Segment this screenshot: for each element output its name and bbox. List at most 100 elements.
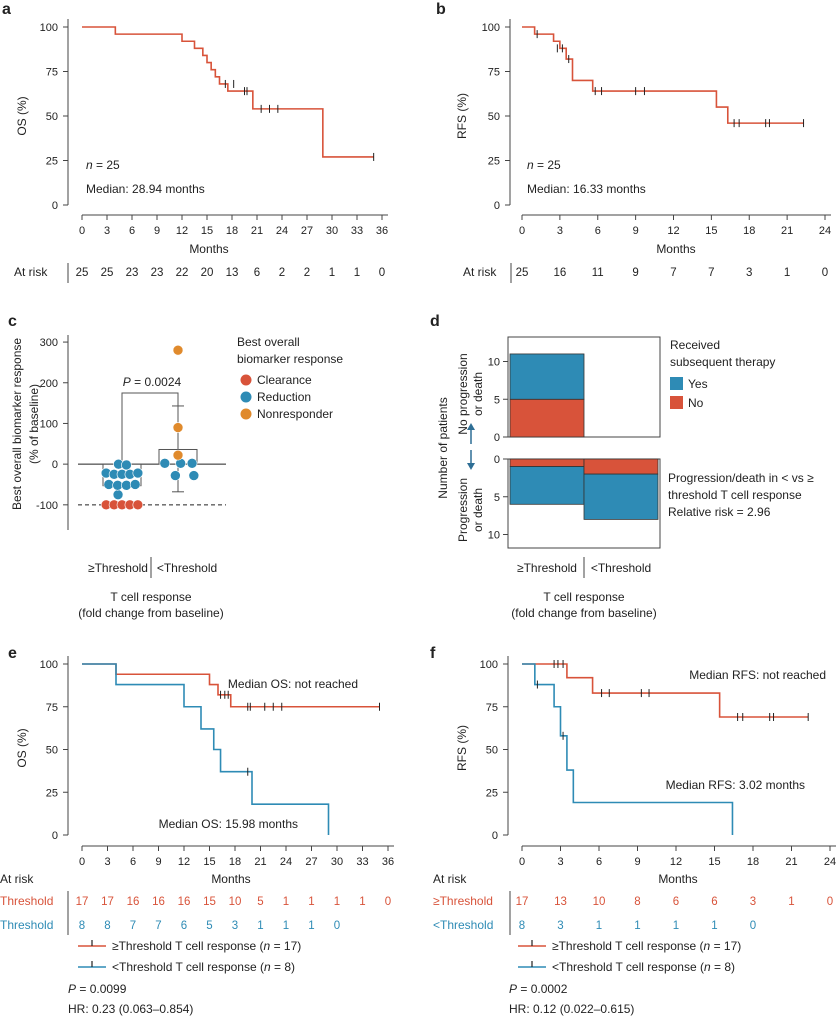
legend-title-d-line1: Received xyxy=(670,338,720,352)
at-risk-value-a: 25 xyxy=(76,267,89,279)
data-point-reduction xyxy=(188,470,200,481)
x-tick-label: 24 xyxy=(280,856,292,868)
data-point-reduction xyxy=(121,479,132,491)
y-axis-title-b: RFS (%) xyxy=(455,93,469,139)
x-tick-label: 12 xyxy=(667,225,679,237)
legend-label-no: No xyxy=(688,396,704,410)
at-risk-value-b: 7 xyxy=(670,267,676,279)
y-tick-label: 100 xyxy=(40,418,58,430)
km-curve-red-0 xyxy=(522,663,809,718)
x-tick-label: 0 xyxy=(519,225,525,237)
y-tick-label-bottom: 10 xyxy=(488,530,500,542)
panel-letter-c: c xyxy=(8,313,17,330)
at-risk-value-e-below: 1 xyxy=(308,920,314,932)
n-annotation-a: n = 25 xyxy=(86,158,120,172)
at-risk-value-e-below: 0 xyxy=(334,920,340,932)
at-risk-row-label-f-1: <Threshold xyxy=(433,918,493,932)
legend-label-clearance: Clearance xyxy=(257,373,312,387)
at-risk-value-e-above: 1 xyxy=(334,896,340,908)
at-risk-value-a: 25 xyxy=(101,267,114,279)
y-tick-label: 75 xyxy=(46,67,58,79)
y-tick-label: 100 xyxy=(40,22,58,34)
legend-marker-nonresponder xyxy=(240,408,252,420)
at-risk-row-label-e-0: Threshold xyxy=(0,894,53,908)
at-risk-value-f-above: 0 xyxy=(827,896,833,908)
x-axis-title-d-line2: (fold change from baseline) xyxy=(511,606,656,620)
y-tick-label: 0 xyxy=(52,459,58,471)
at-risk-value-e-below: 6 xyxy=(181,920,187,932)
y-tick-label-top: 0 xyxy=(494,432,500,444)
at-risk-value-e-above: 16 xyxy=(152,896,165,908)
legend-marker-clearance xyxy=(240,374,252,386)
data-point-reduction xyxy=(103,479,115,490)
data-point-reduction xyxy=(112,489,124,500)
at-risk-value-b: 7 xyxy=(708,267,714,279)
data-point-nonresponder xyxy=(172,449,184,461)
at-risk-value-e-above: 17 xyxy=(101,896,114,908)
data-point-reduction xyxy=(132,467,144,479)
x-tick-label: 3 xyxy=(557,225,563,237)
x-tick-label: 15 xyxy=(203,856,215,868)
x-tick-label: 9 xyxy=(155,856,161,868)
y-tick-label-bottom: 5 xyxy=(494,492,500,504)
significance-bracket xyxy=(121,392,179,463)
at-risk-label-b: At risk xyxy=(463,265,497,279)
x-tick-label: 18 xyxy=(226,225,238,237)
x-tick-label: 36 xyxy=(382,856,394,868)
median-bottom-e: Median OS: 15.98 months xyxy=(159,817,298,831)
at-risk-value-e-below: 1 xyxy=(283,920,289,932)
y-tick-label: 75 xyxy=(486,702,498,714)
legend-marker-reduction xyxy=(240,391,252,403)
at-risk-value-e-below: 8 xyxy=(79,920,85,932)
x-tick-label: 0 xyxy=(79,856,85,868)
group-label-d-0: ≥Threshold xyxy=(517,561,577,575)
x-tick-label: 6 xyxy=(129,225,135,237)
x-tick-label: 15 xyxy=(708,856,720,868)
panel-b: b RFS (%) Months n = 25 Median: 16.33 mo… xyxy=(436,1,831,283)
at-risk-label-a: At risk xyxy=(14,265,48,279)
x-tick-label: 18 xyxy=(229,856,241,868)
x-axis-title-d-line1: T cell response xyxy=(543,590,624,604)
x-tick-label: 12 xyxy=(670,856,682,868)
km-curve-series-0 xyxy=(522,26,804,124)
legend-label-yes: Yes xyxy=(688,377,708,391)
x-tick-label: 30 xyxy=(326,225,338,237)
at-risk-value-a: 22 xyxy=(176,267,189,279)
y-axis-title-d: Number of patients xyxy=(436,397,450,498)
panel-f: f RFS (%) Months Median RFS: not reached… xyxy=(430,645,836,1016)
at-risk-value-e-above: 5 xyxy=(257,896,263,908)
at-risk-value-a: 23 xyxy=(126,267,139,279)
x-tick-label: 36 xyxy=(376,225,388,237)
y-tick-label: 50 xyxy=(46,745,58,757)
y-axis-title-c-line1: Best overall biomarker response xyxy=(10,338,24,510)
at-risk-value-b: 1 xyxy=(784,267,790,279)
median-annotation-b: Median: 16.33 months xyxy=(527,182,646,196)
at-risk-value-a: 1 xyxy=(354,267,360,279)
bar-segment-bottom-no-1 xyxy=(583,458,659,475)
at-risk-value-e-below: 7 xyxy=(130,920,136,932)
y-tick-label: 25 xyxy=(488,156,500,168)
at-risk-value-f-above: 10 xyxy=(593,896,606,908)
top-label-d-line2: or death xyxy=(471,372,485,416)
at-risk-value-a: 20 xyxy=(201,267,214,279)
x-axis-title-c-line2: (fold change from baseline) xyxy=(78,606,223,620)
panel-d: d Number of patients No progression or d… xyxy=(430,313,814,620)
legend-title-c-line1: Best overall xyxy=(237,335,300,349)
x-tick-label: 0 xyxy=(519,856,525,868)
double-arrow-d xyxy=(467,423,475,470)
x-tick-label: 18 xyxy=(747,856,759,868)
at-risk-value-b: 9 xyxy=(632,267,638,279)
legend-label-e-1: <Threshold T cell response (n = 8) xyxy=(112,960,295,974)
y-tick-label: 25 xyxy=(486,787,498,799)
data-point-reduction xyxy=(159,458,171,469)
at-risk-value-e-above: 1 xyxy=(359,896,365,908)
y-tick-label: 300 xyxy=(40,337,58,349)
legend-title-d-line2: subsequent therapy xyxy=(670,355,775,369)
x-tick-label: 3 xyxy=(104,856,110,868)
at-risk-value-a: 6 xyxy=(254,267,260,279)
x-tick-label: 3 xyxy=(557,856,563,868)
x-tick-label: 33 xyxy=(351,225,363,237)
y-tick-label: 25 xyxy=(46,156,58,168)
legend-swatch-yes xyxy=(670,377,683,390)
n-annotation-b: n = 25 xyxy=(527,158,561,172)
